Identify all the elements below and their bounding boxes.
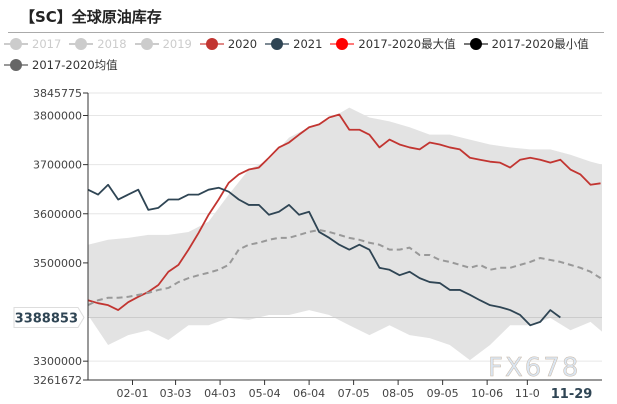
legend-item-2017-2020最大值[interactable]: 2017-2020最大值 (330, 37, 456, 51)
legend: 2017 2018 2019 2020 2021 2017-2020最大值 2017-202… (4, 37, 614, 79)
legend-item-2019[interactable]: 2019 (134, 37, 192, 51)
watermark-logo: FX678 (488, 353, 580, 383)
legend-item-2017-2020均值[interactable]: 2017-2020均值 (4, 58, 118, 72)
legend-marker-icon (463, 37, 488, 51)
legend-label: 2021 (293, 37, 323, 51)
legend-item-2018[interactable]: 2018 (69, 37, 127, 51)
y-tick-label: 3845775 (33, 87, 82, 100)
x-tick-label: 03-03 (160, 387, 192, 400)
y-tick-label: 3300000 (33, 355, 82, 368)
legend-marker-icon (265, 37, 290, 51)
y-tick-label: 3500000 (33, 257, 82, 270)
x-tick-label: 05-04 (249, 387, 281, 400)
y-tick-label: 3600000 (33, 208, 82, 221)
cursor-y-label: 3388853 (15, 312, 78, 327)
cursor-x-label: 11-29 (551, 387, 593, 402)
cursor-y-label-box (13, 307, 85, 329)
y-tick-label: 3261672 (33, 374, 82, 387)
y-tick-label: 3700000 (33, 159, 82, 172)
x-tick-label: 04-03 (204, 387, 236, 400)
legend-marker-icon (330, 37, 355, 51)
legend-marker-icon (199, 37, 224, 51)
legend-item-2017-2020最小值[interactable]: 2017-2020最小值 (463, 37, 589, 51)
legend-marker-icon (4, 37, 28, 51)
legend-item-2021[interactable]: 2021 (265, 37, 322, 51)
series-line-2020 (87, 113, 601, 311)
series-line-2021 (87, 183, 561, 327)
legend-label: 2017-2020最小值 (491, 37, 589, 51)
title-divider (8, 32, 604, 33)
x-tick-label: 07-05 (338, 387, 370, 400)
y-tick-label: 3800000 (33, 109, 82, 122)
legend-item-2020[interactable]: 2020 (199, 37, 258, 51)
legend-label: 2017-2020均值 (32, 58, 118, 72)
legend-label: 2019 (162, 37, 192, 51)
legend-marker-icon (134, 37, 159, 51)
legend-label: 2017-2020最大值 (358, 37, 456, 51)
x-tick-label: 10-06 (471, 387, 503, 400)
legend-label: 2018 (97, 37, 127, 51)
x-tick-label: 06-04 (293, 387, 325, 400)
legend-marker-icon (4, 58, 28, 72)
range-band (88, 107, 602, 361)
series-line-2017-2020均值 (87, 228, 602, 307)
x-tick-label: 09-05 (427, 387, 459, 400)
legend-label: 2017 (32, 37, 62, 51)
chart-title: 【SC】全球原油库存 (20, 8, 162, 26)
x-tick-label: 08-05 (382, 387, 414, 400)
x-tick-label: 11-0 (515, 387, 540, 400)
legend-label: 2020 (227, 37, 258, 51)
x-tick-label: 02-01 (117, 387, 149, 400)
legend-item-2017[interactable]: 2017 (4, 37, 61, 51)
legend-marker-icon (69, 37, 94, 51)
